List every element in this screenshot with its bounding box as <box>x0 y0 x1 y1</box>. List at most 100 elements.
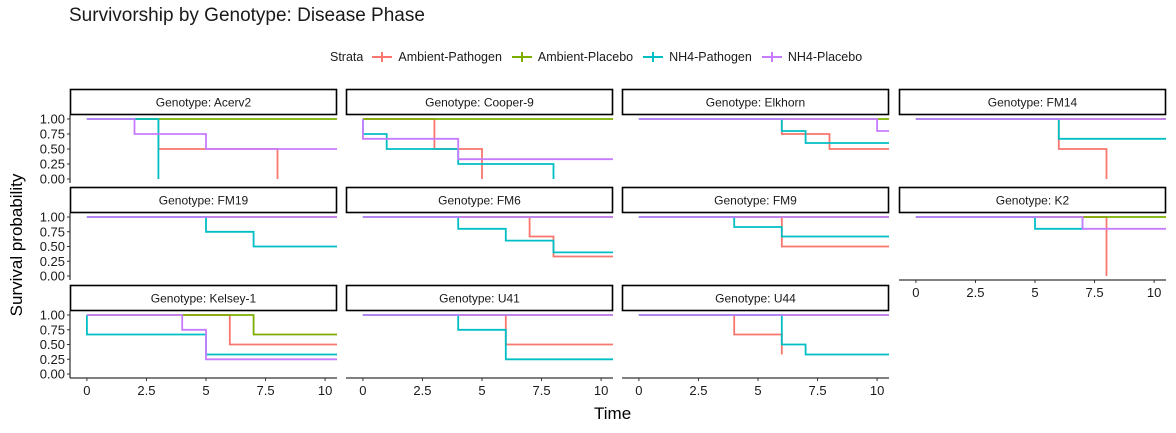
y-tick-label: 0.00 <box>40 269 65 284</box>
facet-strip-label: Genotype: FM19 <box>159 194 249 208</box>
x-tick-label: 7.5 <box>533 383 551 398</box>
y-tick-label: 0.75 <box>40 224 65 239</box>
legend-item-ambient-pathogen: Ambient-Pathogen <box>371 50 502 64</box>
series-line-ambient-pathogen <box>638 118 889 150</box>
legend-key-ambient-placebo <box>511 52 532 62</box>
series-line-nh4-placebo <box>362 119 613 161</box>
legend-item-nh4-placebo: NH4-Placebo <box>761 50 862 64</box>
facet-panel-genotype-fm6: Genotype: FM6 <box>345 186 614 258</box>
legend-key-nh4-placebo <box>761 52 782 62</box>
facet-strip <box>621 284 890 312</box>
y-tick-label: 1.00 <box>40 308 65 323</box>
y-tick-label: 0.75 <box>40 322 65 337</box>
facet-panel-genotype-cooper-9: Genotype: Cooper-9 <box>345 88 614 179</box>
series-line-ambient-pathogen <box>86 314 337 346</box>
x-axis-label: Time <box>594 404 632 423</box>
legend-label-ambient-placebo: Ambient-Placebo <box>537 50 634 64</box>
facet-strip-label: Genotype: U41 <box>439 292 520 306</box>
facet-strip <box>345 186 614 214</box>
facet-strip <box>69 284 338 312</box>
facet-panel-genotype-u44: Genotype: U44 0 2.5 5 7.5 10 <box>621 284 890 398</box>
facet-panel-genotype-u41: Genotype: U41 0 2.5 5 7.5 10 <box>345 284 614 398</box>
x-tick-label: 2.5 <box>413 383 431 398</box>
facet-strip-label: Genotype: U44 <box>715 292 796 306</box>
series-line-nh4-pathogen <box>915 118 1166 140</box>
x-tick-label: 0 <box>83 383 90 398</box>
y-tick-label: 1.00 <box>40 112 65 127</box>
facet-strip <box>345 284 614 312</box>
facet-strip <box>898 186 1167 214</box>
facet-strip <box>69 88 338 116</box>
series-line-ambient-pathogen <box>915 216 1108 276</box>
x-tick-label: 5 <box>478 383 485 398</box>
facet-strip <box>345 88 614 116</box>
series-line-nh4-placebo <box>86 314 337 361</box>
facet-strip-label: Genotype: FM9 <box>714 194 797 208</box>
legend: Strata Ambient-Pathogen Ambient-Placebo … <box>330 47 871 67</box>
series-line-nh4-pathogen <box>86 118 160 179</box>
facet-strip <box>621 88 890 116</box>
y-tick-label: 0.50 <box>40 142 65 157</box>
x-tick-label: 7.5 <box>257 383 275 398</box>
facet-panel-genotype-kelsey-1: Genotype: Kelsey-1 0.000.250.500.751.00 0 2… <box>40 284 338 398</box>
y-axis-label: Survival probability <box>7 173 26 317</box>
x-tick-label: 5 <box>202 383 209 398</box>
legend-label-nh4-pathogen: NH4-Pathogen <box>669 50 752 64</box>
x-tick-label: 10 <box>594 383 608 398</box>
y-tick-label: 0.50 <box>40 337 65 352</box>
y-tick-label: 0.25 <box>40 254 65 269</box>
legend-label-nh4-placebo: NH4-Placebo <box>787 50 863 64</box>
x-tick-label: 5 <box>1031 285 1038 300</box>
facet-strip-label: Genotype: Acerv2 <box>156 96 252 110</box>
x-tick-label: 10 <box>1147 285 1161 300</box>
facet-strip <box>69 186 338 214</box>
x-tick-label: 7.5 <box>809 383 827 398</box>
series-line-ambient-pathogen <box>638 216 889 248</box>
facet-strip-label: Genotype: Cooper-9 <box>425 96 534 110</box>
chart-title: Survivorship by Genotype: Disease Phase <box>69 5 425 26</box>
facet-strip-label: Genotype: K2 <box>996 194 1070 208</box>
x-tick-label: 0 <box>359 383 366 398</box>
legend-item-ambient-placebo: Ambient-Placebo <box>511 50 633 64</box>
series-line-nh4-pathogen <box>915 216 1084 230</box>
series-line-ambient-pathogen <box>362 216 613 258</box>
series-line-nh4-pathogen <box>362 216 613 254</box>
facet-strip-label: Genotype: FM14 <box>988 96 1078 110</box>
x-tick-label: 2.5 <box>137 383 155 398</box>
series-line-nh4-pathogen <box>638 118 889 144</box>
y-tick-label: 0.50 <box>40 239 65 254</box>
legend-item-nh4-pathogen: NH4-Pathogen <box>642 50 752 64</box>
facet-strip-label: Genotype: Elkhorn <box>706 96 805 110</box>
series-line-nh4-pathogen <box>638 216 889 238</box>
series-line-ambient-pathogen <box>638 314 783 355</box>
series-line-ambient-pathogen <box>915 118 1108 179</box>
legend-label-ambient-pathogen: Ambient-Pathogen <box>398 50 502 64</box>
y-tick-label: 0.00 <box>40 172 65 187</box>
y-tick-label: 0.25 <box>40 157 65 172</box>
x-tick-label: 0 <box>912 285 919 300</box>
facet-strip <box>621 186 890 214</box>
series-line-nh4-pathogen <box>362 119 555 179</box>
facet-panel-genotype-elkhorn: Genotype: Elkhorn <box>621 88 890 150</box>
legend-title: Strata <box>330 50 364 64</box>
legend-key-nh4-pathogen <box>643 52 664 62</box>
y-tick-label: 0.00 <box>40 367 65 382</box>
facet-strip <box>898 88 1167 116</box>
y-tick-label: 0.25 <box>40 352 65 367</box>
facet-panel-genotype-fm9: Genotype: FM9 <box>621 186 890 248</box>
facet-panel-genotype-fm14: Genotype: FM14 <box>898 88 1167 179</box>
series-line-ambient-placebo <box>86 314 337 336</box>
facet-panel-genotype-k2: Genotype: K2 0 2.5 5 7.5 10 <box>898 186 1167 300</box>
series-line-nh4-placebo <box>638 118 889 132</box>
facet-strip-label: Genotype: FM6 <box>438 194 521 208</box>
facet-strip-label: Genotype: Kelsey-1 <box>151 292 257 306</box>
x-tick-label: 7.5 <box>1086 285 1104 300</box>
x-tick-label: 5 <box>754 383 761 398</box>
x-tick-label: 2.5 <box>966 285 984 300</box>
legend-key-ambient-pathogen <box>372 52 393 62</box>
series-line-nh4-pathogen <box>86 216 337 248</box>
x-tick-label: 2.5 <box>689 383 707 398</box>
series-line-nh4-placebo <box>915 216 1166 230</box>
